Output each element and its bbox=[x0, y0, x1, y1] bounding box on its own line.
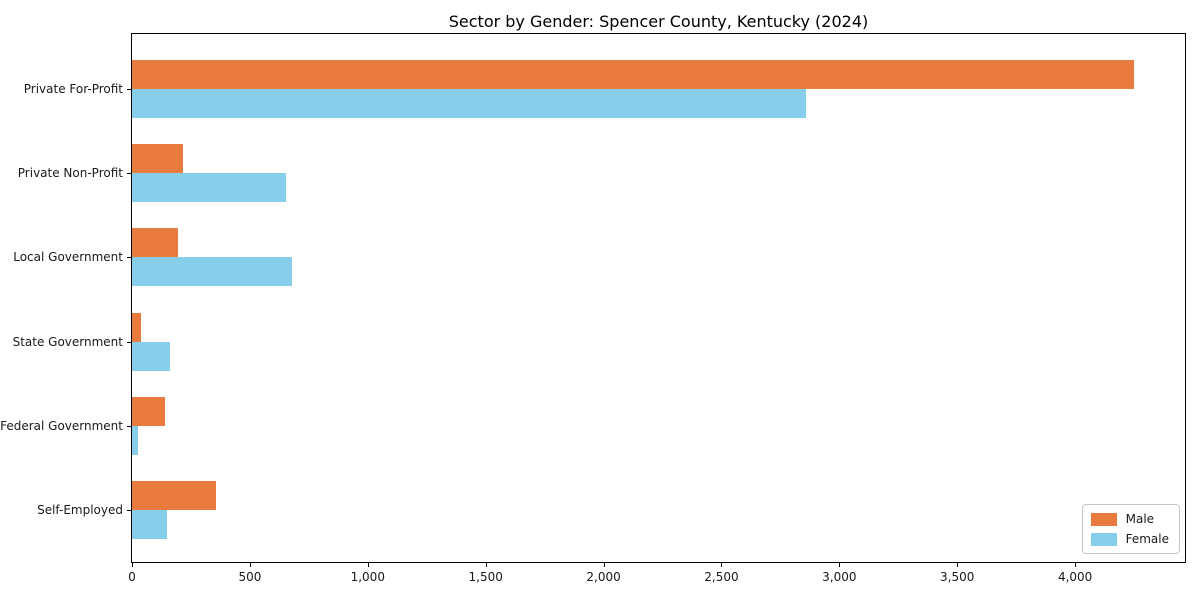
x-axis-tick bbox=[721, 563, 723, 567]
bar-female-5 bbox=[132, 425, 138, 455]
legend-swatch-male bbox=[1090, 512, 1117, 526]
legend-swatch-female bbox=[1090, 532, 1117, 546]
legend-item-male: Male bbox=[1090, 512, 1169, 526]
legend-label: Male bbox=[1125, 512, 1155, 526]
y-axis-label: Self-Employed bbox=[37, 503, 123, 517]
plot-area: Male Female bbox=[131, 33, 1186, 563]
x-axis-tick bbox=[839, 563, 841, 567]
legend: Male Female bbox=[1081, 504, 1180, 554]
y-axis-label: Local Government bbox=[13, 250, 123, 265]
x-axis-tick-label: 1,000 bbox=[350, 570, 385, 584]
legend-item-female: Female bbox=[1090, 532, 1169, 546]
x-axis-tick bbox=[957, 563, 959, 567]
y-axis-label: Private For-Profit bbox=[23, 82, 123, 96]
bar-male-2 bbox=[132, 144, 183, 174]
bar-female-4 bbox=[132, 341, 170, 371]
bar-male-4 bbox=[132, 312, 141, 342]
legend-label: Female bbox=[1125, 532, 1169, 546]
x-axis-tick-label: 1,500 bbox=[468, 570, 503, 584]
x-axis-tick bbox=[249, 563, 251, 567]
x-axis-tick-label: 3,000 bbox=[822, 570, 857, 584]
x-axis-tick-label: 4,000 bbox=[1057, 570, 1093, 584]
bar-male-6 bbox=[132, 481, 216, 510]
x-axis-tick-label: 0 bbox=[128, 570, 136, 584]
x-axis-tick bbox=[603, 563, 605, 567]
y-axis-label: Federal Government bbox=[0, 418, 123, 433]
x-axis-tick bbox=[132, 563, 133, 567]
x-axis-tick-label: 2,000 bbox=[586, 570, 621, 584]
y-axis-tick bbox=[127, 173, 131, 175]
y-axis-label: Private Non-Profit bbox=[17, 166, 123, 181]
x-axis-tick-label: 2,500 bbox=[704, 570, 739, 584]
x-axis-tick-label: 3,500 bbox=[940, 570, 975, 584]
x-axis-tick bbox=[367, 563, 369, 567]
bar-female-6 bbox=[132, 510, 167, 539]
bar-male-5 bbox=[132, 396, 165, 426]
bar-female-3 bbox=[132, 257, 292, 287]
bar-male-1 bbox=[132, 60, 1134, 89]
y-axis-tick bbox=[127, 341, 131, 343]
bar-male-3 bbox=[132, 228, 178, 258]
y-axis-tick bbox=[127, 425, 131, 427]
x-axis-tick bbox=[1075, 563, 1077, 567]
y-axis-tick bbox=[127, 89, 131, 90]
bar-female-1 bbox=[132, 89, 806, 118]
y-axis-tick bbox=[127, 510, 131, 511]
y-axis-tick bbox=[127, 257, 131, 259]
x-axis-tick-label: 500 bbox=[238, 570, 262, 584]
x-axis-tick bbox=[485, 563, 487, 567]
chart-title: Sector by Gender: Spencer County, Kentuc… bbox=[448, 12, 869, 31]
y-axis-label: State Government bbox=[12, 334, 123, 349]
bar-female-2 bbox=[132, 173, 286, 203]
